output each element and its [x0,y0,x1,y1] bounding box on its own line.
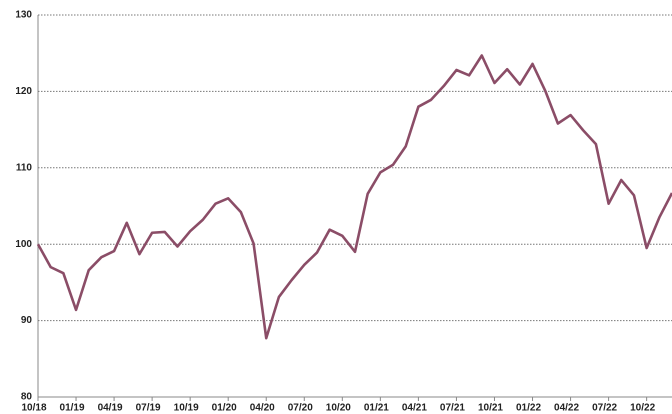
x-tick-label: 01/20 [212,403,237,414]
x-tick-label: 01/22 [516,403,541,414]
x-tick-label: 07/19 [136,403,161,414]
x-tick-label: 07/22 [592,403,617,414]
y-tick-label: 130 [15,10,32,21]
x-tick-label: 01/21 [364,403,389,414]
x-tick-label: 07/20 [288,403,313,414]
x-tick-label: 04/20 [250,403,275,414]
x-tick-label: 10/18 [21,403,46,414]
x-tick-label: 01/19 [60,403,85,414]
line [36,54,672,340]
x-tick-label: 10/20 [326,403,351,414]
x-tick-label: 10/22 [630,403,655,414]
y-tick-label: 120 [15,86,32,97]
y-tick-label: 100 [15,239,32,250]
x-tick-label: 04/19 [98,403,123,414]
x-tick-label: 10/21 [478,403,503,414]
x-tick-label: 10/19 [174,403,199,414]
x-tick-label: 04/22 [554,403,579,414]
x-tick-label: 07/21 [440,403,465,414]
y-tick-label: 80 [21,392,33,403]
y-tick-label: 110 [16,162,33,173]
x-tick-label: 04/21 [402,403,427,414]
y-tick-label: 90 [21,315,33,326]
